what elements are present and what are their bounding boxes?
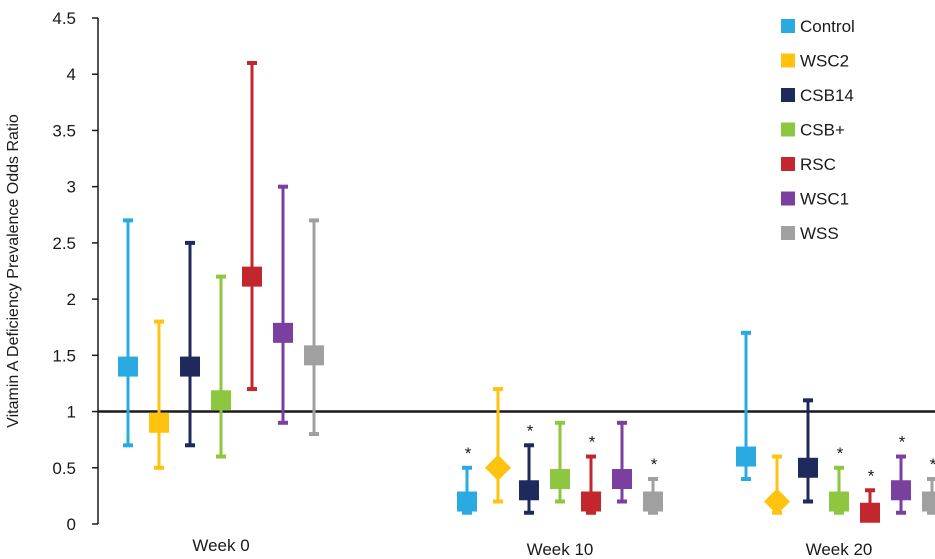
legend-label: CSB+ — [800, 121, 845, 140]
significance-marker: * — [527, 421, 534, 440]
y-tick-label: 2 — [67, 290, 76, 309]
legend-swatch — [781, 191, 795, 206]
point-marker — [519, 480, 539, 501]
point-marker — [612, 469, 632, 490]
point-marker — [211, 390, 231, 411]
y-tick-label: 1 — [67, 403, 76, 422]
point-marker — [118, 356, 138, 377]
series-layer: ******** — [118, 60, 935, 523]
legend-swatch — [781, 88, 795, 102]
point-marker — [457, 491, 477, 512]
legend-label: CSB14 — [800, 86, 854, 105]
y-tick-label: 0.5 — [52, 459, 76, 478]
series-rsc: ** — [242, 60, 880, 523]
point-marker — [304, 345, 324, 366]
point-marker — [829, 491, 849, 512]
x-category-label: Week 20 — [806, 540, 873, 559]
point-marker — [550, 469, 570, 490]
significance-marker: * — [651, 455, 658, 474]
point-marker — [922, 491, 935, 512]
series-wss: ** — [304, 218, 935, 515]
legend-swatch — [781, 19, 795, 33]
legend-label: RSC — [800, 155, 836, 174]
y-axis-label-group: Vitamin A Deficiency Prevalence Odds Rat… — [5, 114, 22, 428]
legend-label: Control — [800, 17, 855, 36]
point-marker — [180, 356, 200, 377]
significance-marker: * — [930, 455, 935, 474]
point-marker — [860, 502, 880, 523]
point-marker — [891, 480, 911, 501]
axes: 0 0.5 1 1.5 2 2.5 3 3.5 4 4.5 Week 0 Week 10 Week 20 — [52, 9, 935, 559]
point-marker — [581, 491, 601, 512]
legend-label: WSC1 — [800, 190, 849, 209]
point-marker — [273, 322, 293, 343]
legend-swatch — [781, 226, 795, 240]
series-control: * — [118, 218, 756, 515]
legend-swatch — [781, 157, 795, 171]
significance-marker: * — [465, 444, 472, 463]
significance-marker: * — [589, 433, 596, 452]
y-tick-label: 1.5 — [52, 346, 76, 365]
y-tick-label: 3 — [67, 178, 76, 197]
y-tick-label: 2.5 — [52, 234, 76, 253]
significance-marker: * — [868, 466, 875, 485]
point-marker — [643, 491, 663, 512]
significance-marker: * — [837, 444, 844, 463]
legend-label: WSC2 — [800, 52, 849, 71]
point-marker — [485, 454, 511, 481]
y-axis-label: Vitamin A Deficiency Prevalence Odds Rat… — [5, 114, 22, 428]
y-tick-label: 4.5 — [52, 9, 76, 28]
series-wsc2 — [149, 319, 790, 515]
legend-swatch — [781, 122, 795, 137]
series-csb14: * — [180, 240, 818, 515]
point-marker — [736, 446, 756, 467]
y-tick-label: 3.5 — [52, 121, 76, 140]
y-tick-label: 0 — [67, 515, 76, 534]
legend-swatch — [781, 53, 795, 68]
point-marker — [149, 412, 169, 433]
series-wsc1: * — [273, 184, 911, 515]
legend-label: WSS — [800, 224, 839, 243]
series-csb-: * — [211, 274, 849, 515]
significance-marker: * — [899, 433, 906, 452]
x-category-label: Week 0 — [192, 536, 249, 555]
legend: Control WSC2 CSB14 CSB+ RSC WSC1 WSS — [781, 17, 855, 243]
y-tick-label: 4 — [67, 65, 76, 84]
x-category-label: Week 10 — [527, 540, 594, 559]
point-marker — [242, 266, 262, 287]
point-marker — [798, 457, 818, 478]
point-marker — [764, 488, 790, 515]
